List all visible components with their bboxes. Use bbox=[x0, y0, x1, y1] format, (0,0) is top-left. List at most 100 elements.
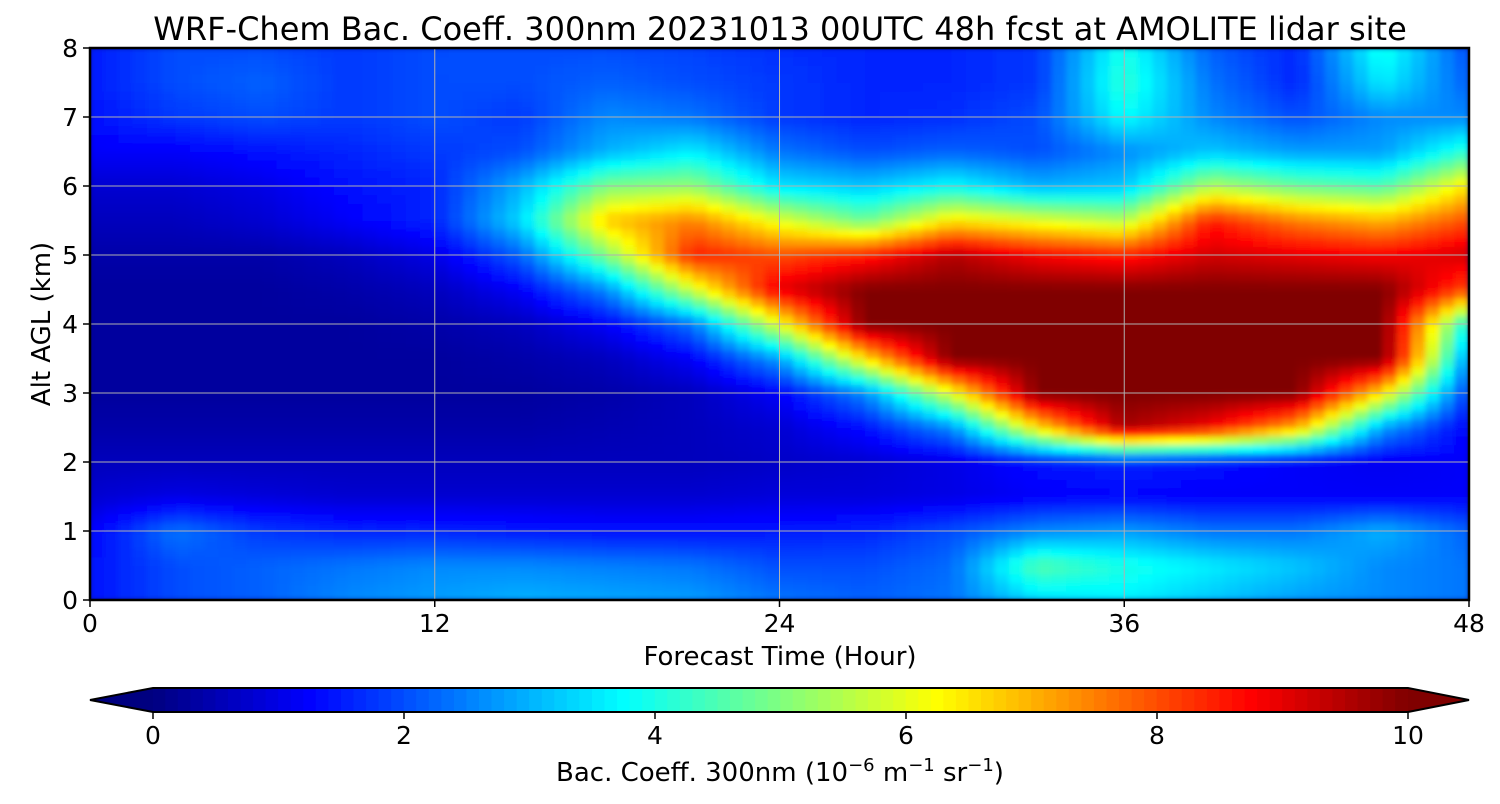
heatmap-cell bbox=[247, 306, 263, 316]
heatmap-cell bbox=[836, 245, 852, 256]
heatmap-cell bbox=[664, 366, 680, 377]
heatmap-cell bbox=[721, 185, 737, 196]
heatmap-cell bbox=[750, 263, 766, 273]
heatmap-cell bbox=[850, 496, 867, 506]
heatmap-cell bbox=[175, 349, 192, 359]
heatmap-cell bbox=[707, 297, 723, 308]
heatmap-cell bbox=[707, 435, 723, 446]
heatmap-cell bbox=[850, 245, 867, 256]
heatmap-cell bbox=[577, 504, 594, 515]
heatmap-cell bbox=[1066, 478, 1082, 489]
heatmap-cell bbox=[175, 220, 192, 230]
heatmap-cell bbox=[319, 280, 335, 290]
heatmap-cell bbox=[304, 271, 321, 282]
heatmap-cell bbox=[1382, 306, 1398, 316]
heatmap-cell bbox=[893, 220, 910, 230]
heatmap-cell bbox=[304, 263, 321, 273]
heatmap-cell bbox=[1123, 202, 1140, 213]
heatmap-cell bbox=[1439, 409, 1456, 420]
heatmap-cell bbox=[807, 487, 824, 497]
heatmap-cell bbox=[333, 401, 350, 411]
heatmap-cell bbox=[534, 159, 551, 170]
heatmap-cell bbox=[822, 530, 838, 541]
heatmap-cell bbox=[506, 314, 522, 325]
heatmap-cell bbox=[1267, 375, 1283, 385]
heatmap-cell bbox=[865, 418, 881, 428]
heatmap-cell bbox=[1439, 237, 1456, 247]
heatmap-cell bbox=[1152, 409, 1168, 420]
heatmap-cell bbox=[1454, 237, 1469, 247]
heatmap-cell bbox=[1439, 427, 1456, 437]
heatmap-cell bbox=[1051, 220, 1068, 230]
heatmap-cell bbox=[319, 504, 335, 515]
heatmap-cell bbox=[1181, 263, 1197, 273]
heatmap-cell bbox=[951, 168, 967, 178]
heatmap-cell bbox=[1195, 461, 1211, 472]
heatmap-cell bbox=[1439, 366, 1456, 377]
heatmap-cell bbox=[1138, 565, 1154, 575]
heatmap-cell bbox=[965, 245, 982, 256]
heatmap-cell bbox=[1109, 444, 1125, 454]
heatmap-cell bbox=[937, 211, 953, 221]
heatmap-cell bbox=[1138, 478, 1154, 489]
heatmap-cell bbox=[362, 202, 378, 213]
heatmap-cell bbox=[90, 444, 105, 454]
heatmap-cell bbox=[1008, 375, 1025, 385]
heatmap-cell bbox=[405, 470, 421, 480]
heatmap-cell bbox=[520, 263, 536, 273]
heatmap-cell bbox=[1367, 358, 1384, 368]
heatmap-cell bbox=[477, 556, 493, 566]
heatmap-cell bbox=[1238, 314, 1255, 325]
heatmap-cell bbox=[692, 573, 709, 584]
heatmap-cell bbox=[1066, 573, 1082, 584]
heatmap-cell bbox=[161, 271, 177, 282]
heatmap-cell bbox=[1439, 565, 1456, 575]
heatmap-cell bbox=[434, 409, 450, 420]
heatmap-cell bbox=[994, 565, 1010, 575]
heatmap-cell bbox=[290, 185, 306, 196]
heatmap-cell bbox=[721, 228, 737, 239]
heatmap-cell bbox=[348, 254, 364, 265]
heatmap-cell bbox=[1353, 228, 1369, 239]
heatmap-cell bbox=[1123, 513, 1140, 523]
heatmap-cell bbox=[1296, 185, 1312, 196]
heatmap-cell bbox=[204, 409, 220, 420]
heatmap-cell bbox=[1267, 496, 1283, 506]
heatmap-cell bbox=[1324, 245, 1341, 256]
heatmap-cell bbox=[965, 271, 982, 282]
heatmap-cell bbox=[635, 435, 651, 446]
heatmap-cell bbox=[190, 280, 206, 290]
heatmap-cell bbox=[462, 289, 479, 299]
heatmap-cell bbox=[1296, 427, 1312, 437]
heatmap-cell bbox=[678, 280, 694, 290]
heatmap-cell bbox=[1037, 211, 1053, 221]
heatmap-cell bbox=[118, 340, 134, 351]
heatmap-cell bbox=[908, 435, 924, 446]
heatmap-cell bbox=[491, 452, 508, 463]
heatmap-cell bbox=[1339, 194, 1355, 204]
heatmap-cell bbox=[850, 470, 867, 480]
heatmap-cell bbox=[822, 478, 838, 489]
heatmap-cell bbox=[175, 176, 192, 187]
heatmap-cell bbox=[434, 573, 450, 584]
heatmap-cell bbox=[1224, 176, 1240, 187]
heatmap-cell bbox=[764, 530, 780, 541]
heatmap-cell bbox=[965, 461, 982, 472]
heatmap-cell bbox=[836, 513, 852, 523]
heatmap-cell bbox=[1267, 202, 1283, 213]
heatmap-cell bbox=[908, 409, 924, 420]
heatmap-cell bbox=[190, 435, 206, 446]
heatmap-cell bbox=[90, 565, 105, 575]
heatmap-cell bbox=[1095, 470, 1111, 480]
heatmap-cell bbox=[132, 340, 148, 351]
heatmap-cell bbox=[836, 496, 852, 506]
heatmap-cell bbox=[1367, 220, 1384, 230]
heatmap-cell bbox=[1008, 185, 1025, 196]
heatmap-cell bbox=[1324, 263, 1341, 273]
heatmap-cell bbox=[1439, 504, 1456, 515]
heatmap-cell bbox=[678, 582, 694, 592]
heatmap-cell bbox=[1195, 185, 1211, 196]
heatmap-cell bbox=[247, 435, 263, 446]
heatmap-cell bbox=[1238, 452, 1255, 463]
heatmap-cell bbox=[1023, 573, 1039, 584]
